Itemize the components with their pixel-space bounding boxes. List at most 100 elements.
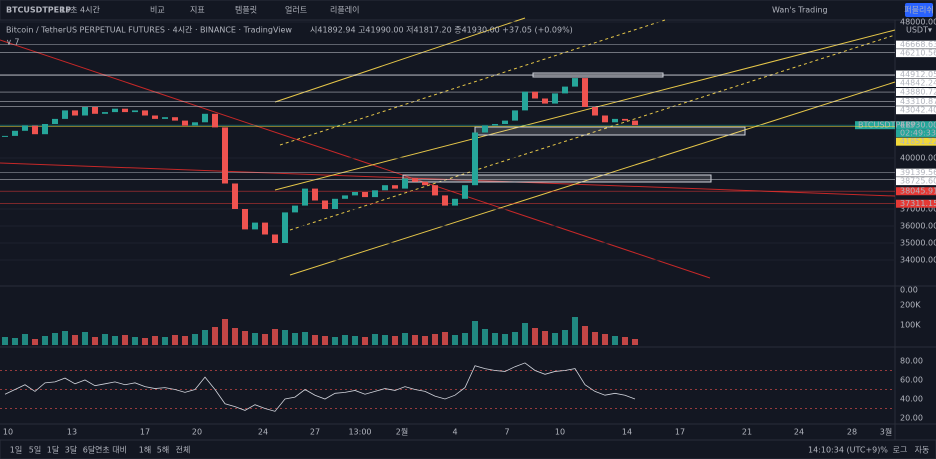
volume-bar [412, 335, 418, 345]
candle-body [442, 195, 448, 206]
toolbar-item[interactable]: 얼러트 [285, 5, 307, 15]
candle-body [122, 108, 128, 113]
volume-bar [112, 336, 118, 345]
candle-body [532, 91, 538, 99]
candle-body [632, 120, 638, 126]
volume-bar [122, 335, 128, 345]
volume-bar [422, 336, 428, 345]
zone-box [402, 174, 712, 183]
candle-body [292, 205, 298, 213]
range-button[interactable]: 6달 [83, 446, 96, 455]
volume-tick-label: 200K [900, 301, 921, 310]
level-label: 38725.60 [900, 177, 936, 186]
volume-bar [192, 334, 198, 345]
candle-body [192, 122, 198, 126]
range-button[interactable]: 1일 [10, 446, 22, 455]
volume-bar [362, 337, 368, 345]
candle-body [582, 78, 588, 107]
range-button[interactable]: 3달 [65, 446, 78, 455]
symbol[interactable]: BTCUSDTPERP [6, 6, 71, 15]
volume-bar [322, 336, 328, 345]
volume-bar [482, 329, 488, 345]
volume-bar [632, 339, 638, 345]
volume-bar [72, 335, 78, 345]
volume-bar [522, 323, 528, 345]
volume-bar [142, 338, 148, 345]
candle-body [152, 115, 158, 119]
volume-bar [222, 319, 228, 345]
volume-bar [182, 336, 188, 345]
level-label: 38045.91 [900, 187, 936, 196]
publish[interactable]: 퍼블리쉬 [904, 5, 933, 15]
scale-option[interactable]: % [880, 446, 888, 455]
candle-body [162, 117, 168, 119]
volume-bar [372, 334, 378, 345]
level-label: 44912.05 [900, 70, 936, 79]
level-tag [896, 106, 936, 115]
candle-body [572, 78, 578, 87]
price-tick-label: 40000.00 [900, 154, 936, 163]
candle-body [42, 124, 48, 135]
scale-option[interactable]: 자동 [915, 446, 930, 455]
account[interactable]: Wan's Trading [772, 6, 828, 15]
range-button[interactable]: 1달 [47, 446, 60, 455]
volume-bar [62, 331, 68, 345]
candle-body [452, 198, 458, 206]
level-label: 46210.56 [900, 49, 936, 58]
volume-bar [502, 334, 508, 345]
volume-bar [332, 337, 338, 345]
level-tag [896, 78, 936, 87]
range-button[interactable]: 연초 대비 [95, 446, 127, 455]
volume-bar [342, 335, 348, 345]
range-button[interactable]: 5일 [29, 446, 41, 455]
scale-option[interactable]: 로그 [893, 446, 908, 455]
time-label: 7 [504, 428, 509, 437]
top-toolbar [0, 0, 936, 21]
candle-body [352, 192, 358, 196]
time-label: 10 [3, 428, 13, 437]
time-label: 13:00 [348, 428, 371, 437]
trend-line [0, 39, 711, 279]
range-button[interactable]: 5해 [157, 445, 169, 455]
toolbar-item[interactable]: 4시간 [80, 5, 100, 15]
candle-body [512, 110, 518, 121]
publish-button[interactable] [905, 3, 933, 17]
level-label: 46668.63 [900, 40, 936, 49]
toolbar-item[interactable]: 리플레이 [330, 5, 359, 15]
candle-body [522, 91, 528, 111]
range-button[interactable]: 전체 [176, 445, 191, 455]
volume-bar [52, 333, 58, 345]
time-label: 13 [67, 428, 77, 437]
toolbar-item[interactable]: 지표 [190, 6, 205, 15]
volume-bar [552, 333, 558, 345]
countdown-tag [896, 129, 936, 138]
level-label: 43042.40 [900, 106, 936, 115]
volume-bar [602, 334, 608, 345]
candle-body [422, 181, 428, 186]
toolbar-item[interactable]: 15초 [60, 6, 78, 15]
countdown: 02:49:33 [900, 129, 936, 138]
candle-body [402, 178, 408, 189]
volume-bar [532, 328, 538, 345]
volume-tick-label: 0.00 [900, 286, 918, 295]
candle-body [52, 118, 58, 124]
candle-body [372, 190, 378, 198]
volume-bar [132, 337, 138, 345]
range-button[interactable]: 1해 [139, 445, 151, 455]
level-label: 41851.22 [900, 137, 936, 146]
rsi-tick-label: 40.00 [900, 395, 923, 404]
time-label: 17 [675, 428, 685, 437]
toolbar-item[interactable]: 비교 [150, 6, 165, 15]
volume-bar [352, 336, 358, 345]
candle-body [612, 118, 618, 123]
candle-body [432, 185, 438, 196]
time-label: 27 [310, 428, 320, 437]
toolbar-item[interactable]: 템플릿 [235, 5, 257, 15]
candle-body [302, 188, 308, 206]
candle-body [202, 113, 208, 123]
candle-body [182, 120, 188, 126]
level-tag [896, 137, 936, 146]
candle-body [312, 188, 318, 201]
indicators-toggle[interactable]: ∨ 7 [6, 38, 20, 47]
